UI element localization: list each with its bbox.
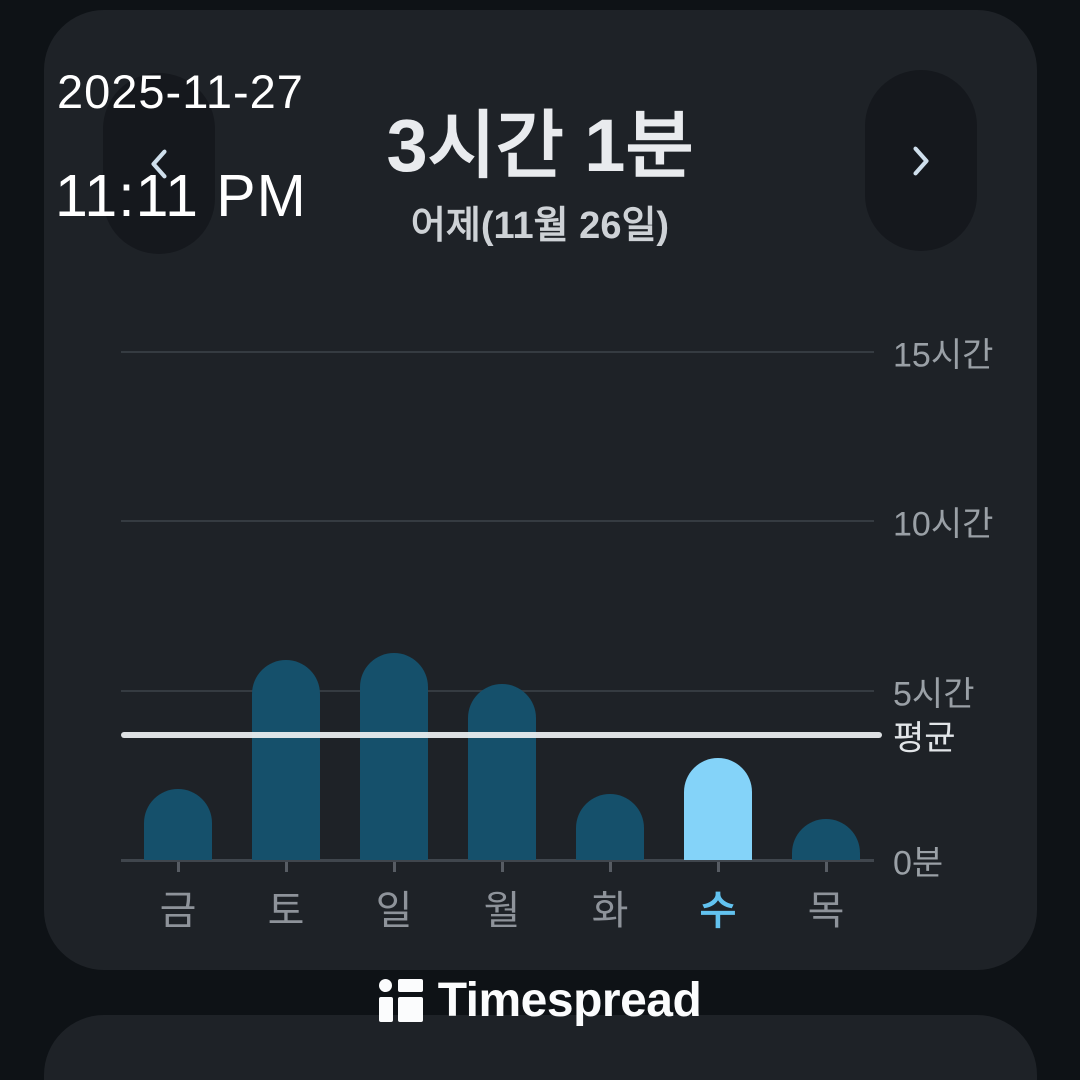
y-axis-label-0: 0분 [893, 844, 944, 883]
y-axis-label-10: 10시간 [893, 505, 994, 544]
x-tick-수 [717, 862, 720, 872]
chevron-right-icon [913, 146, 929, 175]
date-subtitle: 어제(11월 26일) [410, 205, 670, 247]
day-label-토: 토 [267, 889, 305, 933]
bar-일[interactable] [360, 653, 428, 860]
bar-수[interactable] [684, 758, 752, 860]
day-label-수: 수 [699, 889, 737, 933]
day-label-화: 화 [591, 889, 629, 933]
x-tick-월 [501, 862, 504, 872]
bar-토[interactable] [252, 660, 320, 860]
total-screen-time-title: 3시간 1분 [386, 104, 694, 187]
brand-name: Timespread [437, 973, 702, 1027]
bar-월[interactable] [468, 684, 536, 860]
next-day-button[interactable] [865, 70, 977, 251]
gridline-10h [121, 520, 874, 523]
day-label-일: 일 [375, 889, 413, 933]
timespread-logo-icon [378, 978, 423, 1022]
day-label-금: 금 [159, 889, 197, 933]
overlay-date: 2025-11-27 [57, 65, 304, 118]
overlay-time: 11:11 PM [55, 163, 307, 229]
x-tick-일 [393, 862, 396, 872]
bar-화[interactable] [576, 794, 644, 860]
bar-금[interactable] [144, 789, 212, 860]
x-tick-화 [609, 862, 612, 872]
x-axis-baseline [121, 859, 874, 862]
average-label: 평균 [893, 719, 956, 758]
bar-목[interactable] [792, 819, 860, 860]
x-tick-목 [825, 862, 828, 872]
day-label-목: 목 [807, 889, 845, 933]
x-tick-토 [285, 862, 288, 872]
brand-footer: Timespread [0, 972, 1080, 1028]
average-line [121, 731, 882, 738]
day-label-월: 월 [483, 889, 521, 933]
next-section-card [44, 1015, 1037, 1080]
prev-day-button[interactable] [103, 73, 215, 254]
x-tick-금 [177, 862, 180, 872]
y-axis-label-15: 15시간 [893, 336, 994, 375]
gridline-15h [121, 350, 874, 353]
y-axis-label-5: 5시간 [893, 675, 975, 714]
chevron-left-icon [151, 149, 167, 178]
